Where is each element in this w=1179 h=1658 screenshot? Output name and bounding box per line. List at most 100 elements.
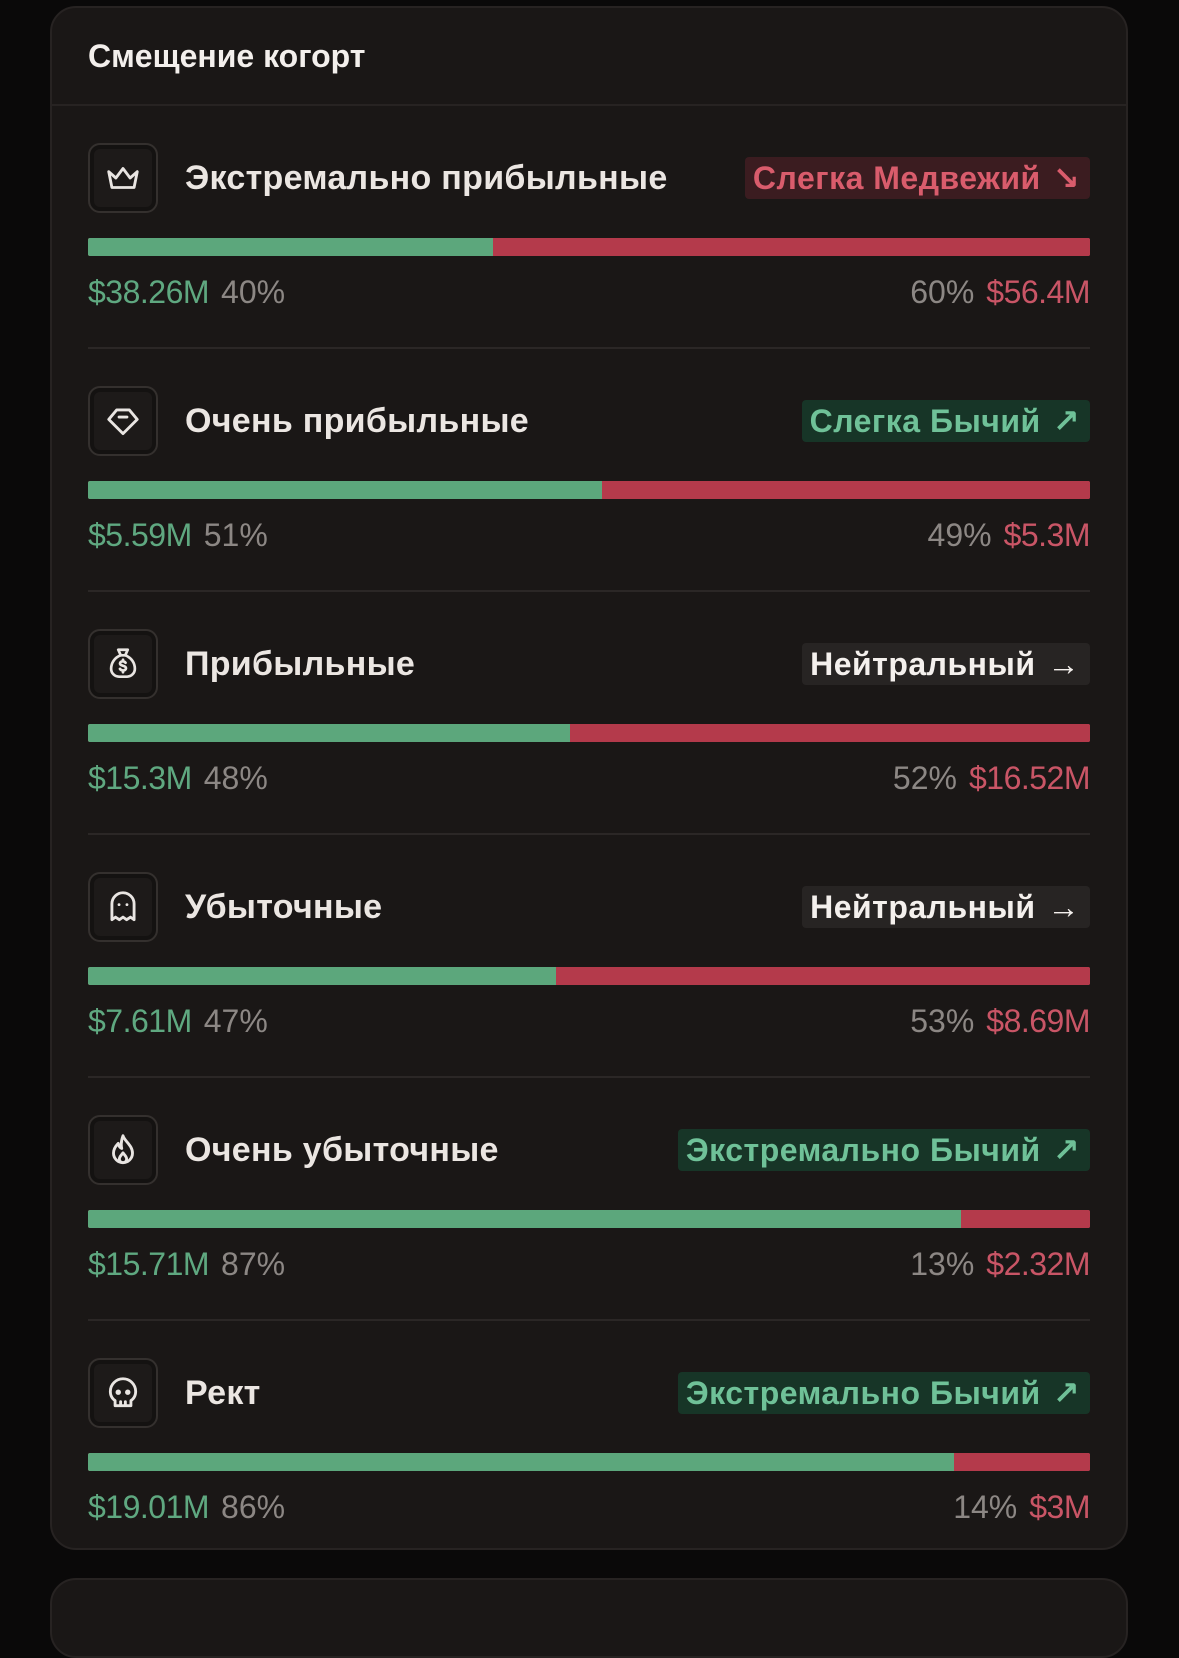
bear-amount: $2.32M <box>986 1245 1090 1282</box>
cohort-header: Прибыльные Нейтральный → <box>88 628 1090 700</box>
balance-bar-red <box>602 481 1090 499</box>
sentiment-badge: Экстремально Бычий ↗ <box>677 1372 1090 1414</box>
bear-stats: 14% $3M <box>953 1489 1090 1526</box>
balance-bar <box>88 481 1090 499</box>
skull-icon <box>88 1358 158 1428</box>
bear-percent: 14% <box>953 1488 1018 1525</box>
cohort-row: Прибыльные Нейтральный → $15.3M 48% 52% $16.52… <box>88 592 1091 835</box>
bear-percent: 60% <box>910 273 975 310</box>
bear-amount: $16.52M <box>968 759 1091 796</box>
bull-percent: 48% <box>203 759 268 796</box>
sentiment-label: Нейтральный <box>810 889 1036 925</box>
balance-bar-green <box>88 724 570 742</box>
bear-percent: 53% <box>910 1002 975 1039</box>
cohort-header: Убыточные Нейтральный → <box>88 871 1090 943</box>
bear-percent: 52% <box>892 759 957 796</box>
cohort-stats: $5.59M 51% 49% $5.3M <box>88 515 1091 555</box>
ghost-icon <box>88 872 158 942</box>
balance-bar <box>88 967 1090 985</box>
bull-stats: $19.01M 86% <box>88 1489 285 1526</box>
bull-amount: $38.26M <box>88 273 210 310</box>
bull-percent: 51% <box>203 516 268 553</box>
bear-stats: 13% $2.32M <box>910 1246 1090 1283</box>
diamond-icon <box>88 386 158 456</box>
cohort-stats: $38.26M 40% 60% $56.4M <box>88 272 1090 312</box>
bull-amount: $19.01M <box>88 1488 210 1525</box>
balance-bar-red <box>492 238 1090 256</box>
sentiment-badge: Нейтральный → <box>802 886 1090 928</box>
balance-bar <box>88 724 1090 742</box>
cohort-header: Рект Экстремально Бычий ↗ <box>88 1357 1090 1429</box>
card-title: Смещение когорт <box>88 37 366 74</box>
sentiment-label: Экстремально Бычий <box>685 1132 1041 1168</box>
sentiment-arrow-icon: ↘ <box>1052 160 1080 196</box>
sentiment-arrow-icon: → <box>1047 646 1080 682</box>
sentiment-arrow-icon: ↗ <box>1052 1132 1080 1168</box>
cohort-header: Экстремально прибыльные Слегка Медвежий ↘ <box>88 142 1090 214</box>
sentiment-badge: Экстремально Бычий ↗ <box>677 1129 1090 1171</box>
sentiment-label: Слегка Медвежий <box>752 160 1041 196</box>
cohort-stats: $15.3M 48% 52% $16.52M <box>88 758 1091 798</box>
flame-icon <box>88 1115 158 1185</box>
bear-amount: $56.4M <box>986 273 1090 310</box>
cohort-list: Экстремально прибыльные Слегка Медвежий ↘ $… <box>52 106 1126 1548</box>
bear-amount: $5.3M <box>1003 516 1091 553</box>
bull-stats: $7.61M 47% <box>88 1003 268 1040</box>
bear-stats: 60% $56.4M <box>910 274 1090 311</box>
cohort-row: Экстремально прибыльные Слегка Медвежий ↘ $… <box>88 106 1090 349</box>
cohort-row: Очень прибыльные Слегка Бычий ↗ $5.59M 51% 49… <box>88 349 1091 592</box>
balance-bar <box>88 238 1090 256</box>
balance-bar-red <box>960 1210 1090 1228</box>
sentiment-arrow-icon: ↗ <box>1052 403 1080 439</box>
sentiment-badge: Слегка Медвежий ↘ <box>744 157 1090 199</box>
bear-amount: $8.69M <box>986 1002 1090 1039</box>
cohort-stats: $7.61M 47% 53% $8.69M <box>88 1001 1090 1041</box>
balance-bar-green <box>88 481 603 499</box>
cohort-name: Очень прибыльные <box>185 401 530 440</box>
cohort-header: Очень прибыльные Слегка Бычий ↗ <box>88 385 1090 457</box>
bull-percent: 47% <box>203 1002 268 1039</box>
bull-amount: $15.3M <box>88 759 192 796</box>
balance-bar-green <box>88 238 493 256</box>
sentiment-arrow-icon: ↗ <box>1052 1375 1080 1411</box>
cohort-row: Рект Экстремально Бычий ↗ $19.01M 86% 14% $3M <box>88 1321 1090 1548</box>
bull-stats: $38.26M 40% <box>88 274 285 311</box>
bull-stats: $15.3M 48% <box>88 760 268 797</box>
balance-bar-red <box>953 1453 1090 1471</box>
bull-stats: $15.71M 87% <box>88 1246 285 1283</box>
sentiment-badge: Слегка Бычий ↗ <box>801 400 1090 442</box>
cohort-shift-card: Смещение когорт Экстремально прибыльные С… <box>50 6 1128 1550</box>
bull-amount: $15.71M <box>88 1245 210 1282</box>
balance-bar <box>88 1453 1090 1471</box>
balance-bar <box>88 1210 1090 1228</box>
bear-stats: 53% $8.69M <box>910 1003 1090 1040</box>
bear-percent: 13% <box>910 1245 975 1282</box>
bull-amount: $7.61M <box>88 1002 192 1039</box>
cohort-name: Очень убыточные <box>185 1130 499 1169</box>
next-card <box>50 1578 1128 1658</box>
balance-bar-green <box>88 1453 954 1471</box>
cohort-row: Убыточные Нейтральный → $7.61M 47% 53% $8.69M <box>88 835 1090 1078</box>
cohort-header: Очень убыточные Экстремально Бычий ↗ <box>88 1114 1090 1186</box>
sentiment-label: Экстремально Бычий <box>685 1375 1041 1411</box>
bull-amount: $5.59M <box>88 516 192 553</box>
bull-percent: 40% <box>221 273 286 310</box>
cohort-row: Очень убыточные Экстремально Бычий ↗ $15.71… <box>88 1078 1090 1321</box>
balance-bar-red <box>555 967 1090 985</box>
cohort-name: Убыточные <box>185 887 383 926</box>
bear-amount: $3M <box>1029 1488 1090 1525</box>
cohort-name: Рект <box>185 1373 261 1412</box>
cohort-name: Прибыльные <box>185 644 416 683</box>
bull-percent: 86% <box>221 1488 286 1525</box>
card-header: Смещение когорт <box>52 8 1126 106</box>
bear-percent: 49% <box>927 516 992 553</box>
sentiment-badge: Нейтральный → <box>802 643 1090 685</box>
balance-bar-green <box>88 1210 961 1228</box>
balance-bar-green <box>88 967 556 985</box>
sentiment-label: Нейтральный <box>810 646 1036 682</box>
crown-icon <box>88 143 158 213</box>
bull-percent: 87% <box>221 1245 286 1282</box>
money-bag-icon <box>88 629 158 699</box>
cohort-stats: $15.71M 87% 13% $2.32M <box>88 1244 1090 1284</box>
sentiment-arrow-icon: → <box>1047 889 1080 925</box>
